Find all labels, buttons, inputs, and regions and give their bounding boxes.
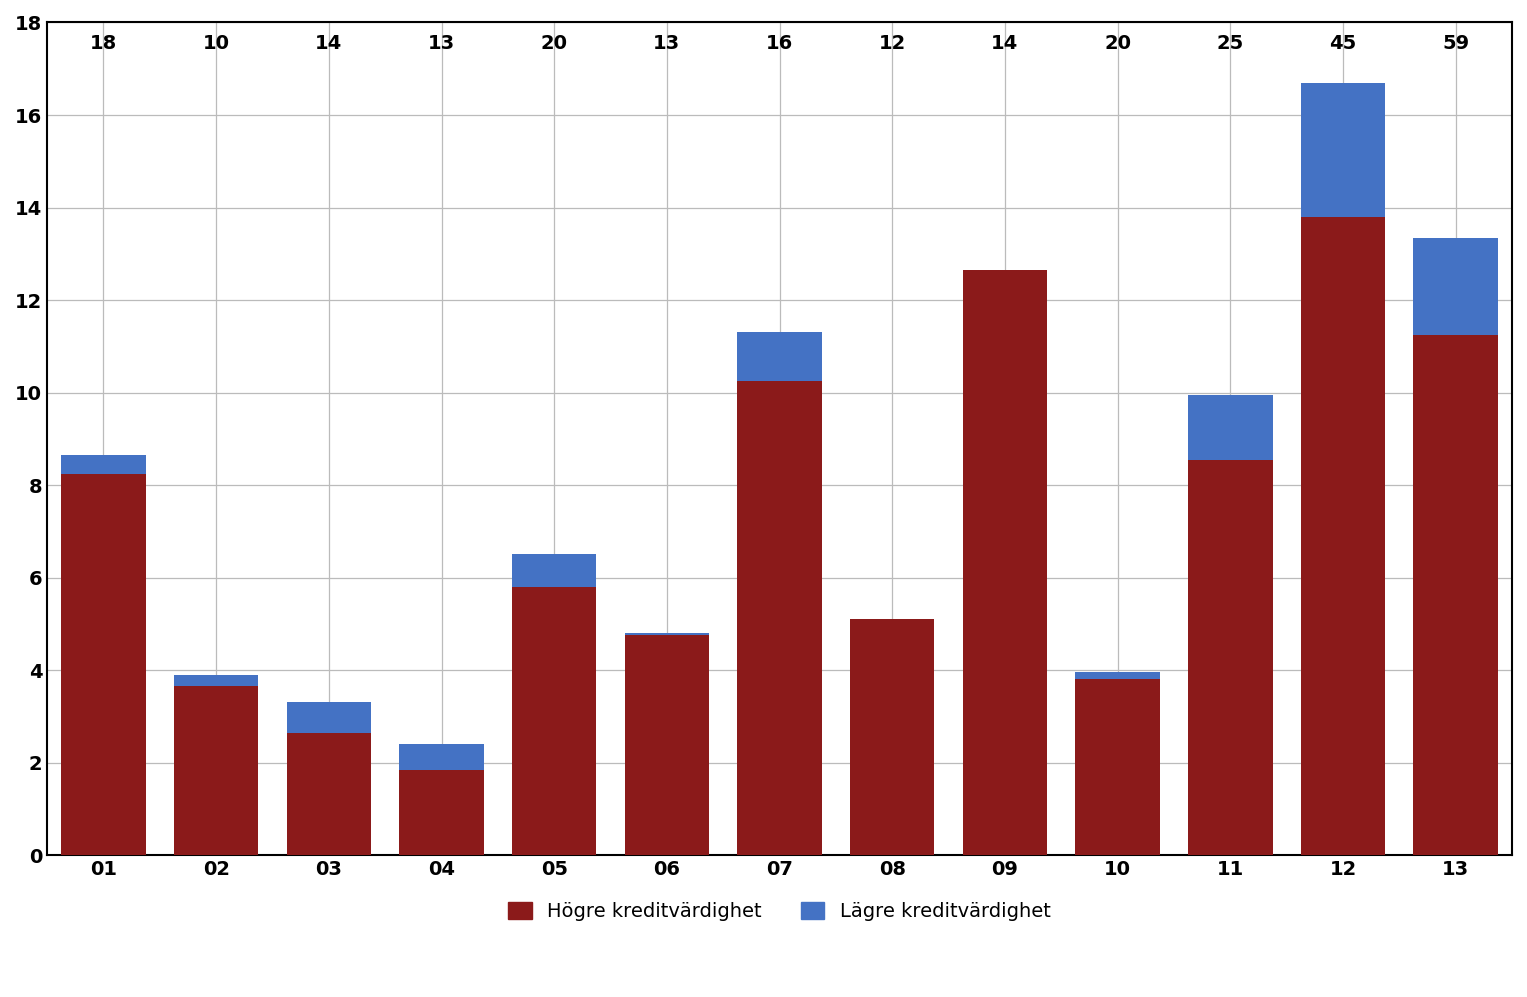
Bar <box>738 381 822 855</box>
Bar <box>174 686 258 855</box>
Legend: Högre kreditvärdighet, Lägre kreditvärdighet: Högre kreditvärdighet, Lägre kreditvärdi… <box>501 893 1058 928</box>
Bar <box>1188 395 1272 460</box>
Bar <box>1075 679 1161 855</box>
Bar <box>512 587 597 855</box>
Bar <box>625 633 709 635</box>
Text: 12: 12 <box>878 34 906 53</box>
Text: 10: 10 <box>203 34 229 53</box>
Bar <box>61 455 145 474</box>
Bar <box>61 474 145 855</box>
Text: 13: 13 <box>428 34 455 53</box>
Bar <box>1301 83 1385 216</box>
Text: 25: 25 <box>1217 34 1245 53</box>
Text: 13: 13 <box>654 34 681 53</box>
Bar <box>174 675 258 686</box>
Bar <box>962 270 1048 855</box>
Bar <box>1414 237 1498 335</box>
Bar <box>287 733 371 855</box>
Text: 45: 45 <box>1330 34 1356 53</box>
Bar <box>512 554 597 587</box>
Text: 18: 18 <box>90 34 118 53</box>
Text: 20: 20 <box>1104 34 1132 53</box>
Text: 16: 16 <box>767 34 793 53</box>
Bar <box>1075 672 1161 679</box>
Bar <box>625 635 709 855</box>
Bar <box>1301 216 1385 855</box>
Text: 14: 14 <box>991 34 1019 53</box>
Bar <box>399 744 484 770</box>
Bar <box>851 619 935 855</box>
Bar <box>399 770 484 855</box>
Bar <box>1188 460 1272 855</box>
Text: 20: 20 <box>541 34 568 53</box>
Bar <box>1414 335 1498 855</box>
Bar <box>287 703 371 733</box>
Text: 59: 59 <box>1441 34 1469 53</box>
Text: 14: 14 <box>315 34 342 53</box>
Bar <box>738 332 822 381</box>
